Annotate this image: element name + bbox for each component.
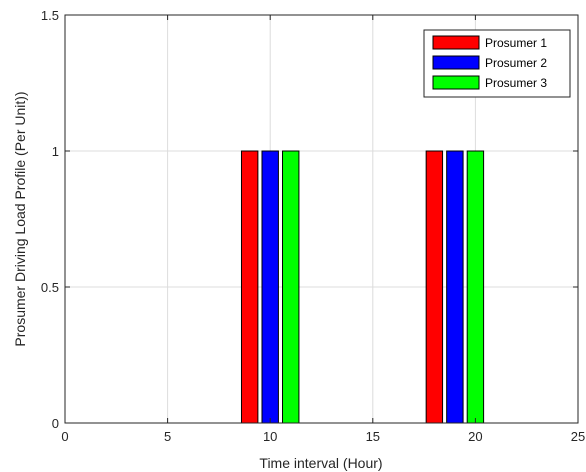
bar-prosumer-3 (282, 150, 300, 424)
legend-label-prosumer-2: Prosumer 2 (485, 56, 547, 70)
legend-label-prosumer-3: Prosumer 3 (485, 76, 547, 90)
bars (240, 150, 485, 424)
x-tick-label: 5 (164, 429, 171, 444)
x-axis-title: Time interval (Hour) (259, 455, 382, 471)
y-tick-label: 1 (52, 144, 59, 159)
bar-prosumer-1 (425, 150, 444, 424)
y-tick-label: 0.5 (41, 280, 59, 295)
y-axis-title: Prosumer Driving Load Profile (Per Unit)… (12, 91, 28, 346)
y-tick-label: 1.5 (41, 8, 59, 23)
y-tick-label: 0 (52, 416, 59, 431)
x-tick-label: 25 (571, 429, 585, 444)
legend: Prosumer 1 Prosumer 2 Prosumer 3 (423, 29, 571, 98)
bar-prosumer-1 (240, 150, 259, 424)
bar-prosumer-2 (261, 150, 279, 424)
legend-label-prosumer-1: Prosumer 1 (485, 36, 547, 50)
x-tick-label: 10 (263, 429, 277, 444)
bar-prosumer-3 (466, 150, 485, 424)
plot-frame (64, 14, 579, 424)
legend-swatch-prosumer-3 (432, 75, 480, 90)
x-tick-label: 15 (366, 429, 380, 444)
x-tick-label: 20 (468, 429, 482, 444)
x-tick-label: 0 (61, 429, 68, 444)
legend-swatch-prosumer-2 (432, 55, 480, 70)
legend-swatch-prosumer-1 (432, 35, 480, 50)
ticks: 0 5 10 15 20 25 0 0.5 1 1.5 (41, 8, 585, 444)
bar-prosumer-2 (446, 150, 464, 424)
